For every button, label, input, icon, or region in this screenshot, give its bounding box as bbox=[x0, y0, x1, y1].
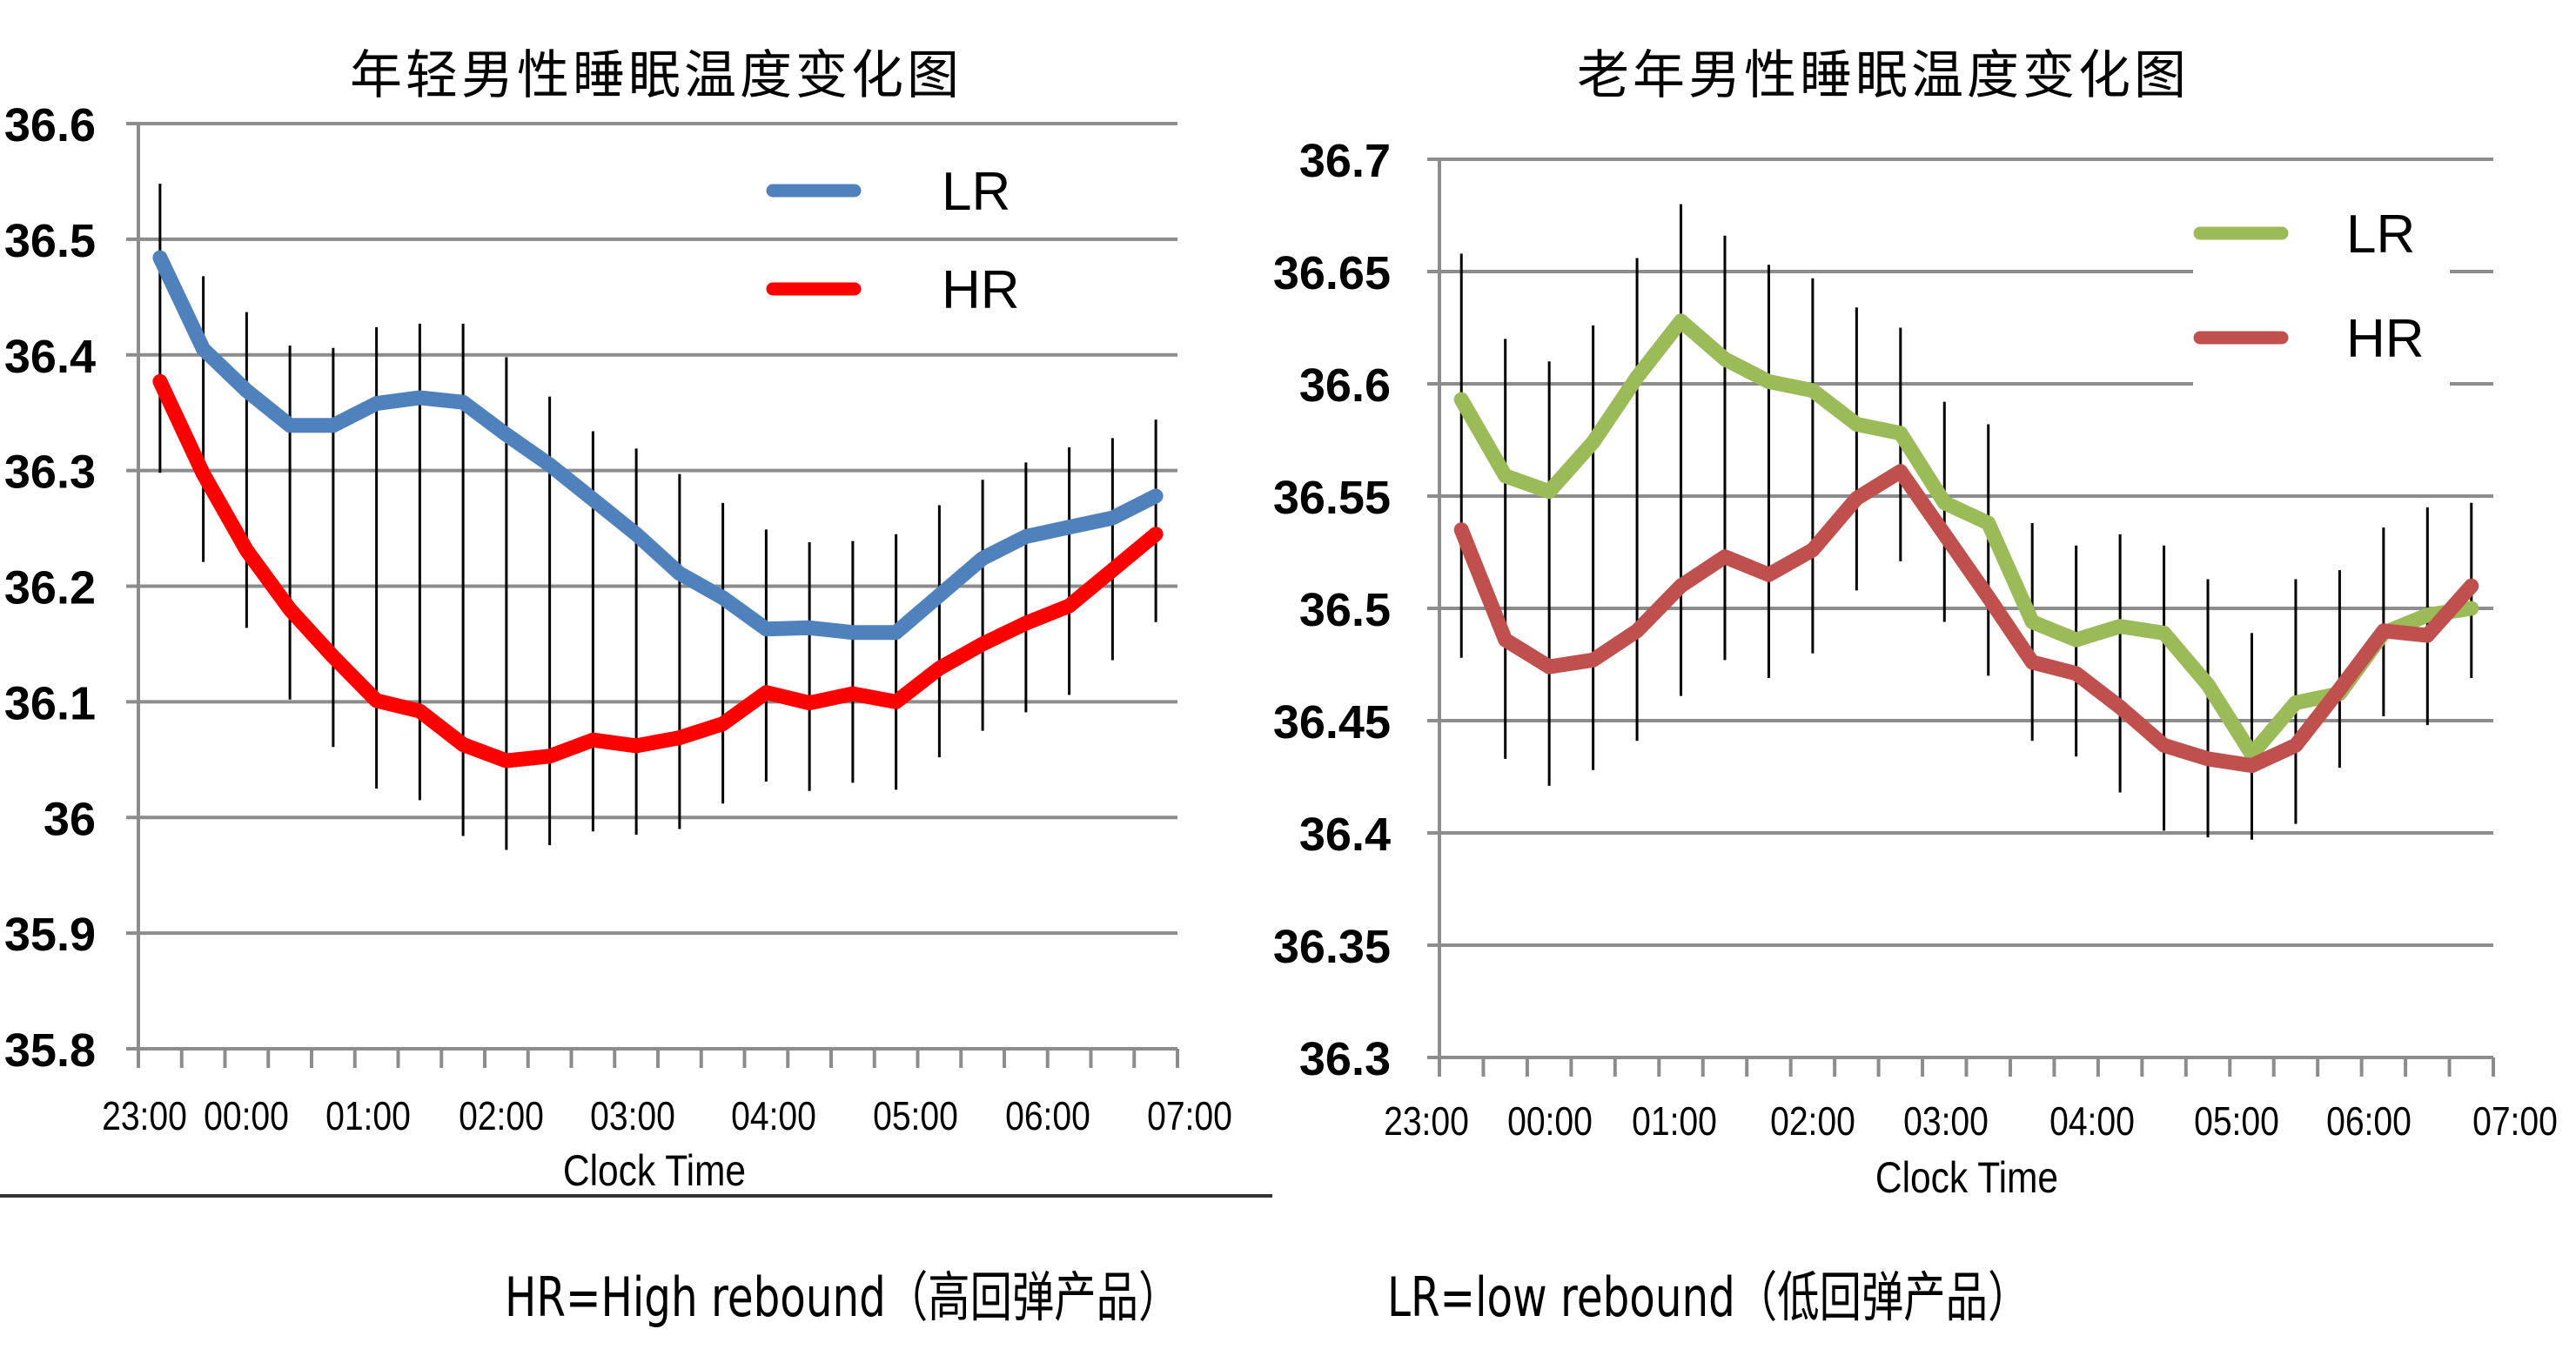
x-tick-label: 00:00 bbox=[204, 1094, 289, 1139]
x-tick-label: 05:00 bbox=[2194, 1099, 2279, 1145]
y-tick-label: 36.3 bbox=[1299, 1033, 1391, 1085]
x-tick-label: 07:00 bbox=[2472, 1099, 2558, 1145]
y-tick-label: 36.45 bbox=[1273, 696, 1391, 748]
y-tick-label: 35.8 bbox=[4, 1024, 96, 1077]
x-tick-label: 03:00 bbox=[590, 1094, 675, 1139]
series-line-hr bbox=[152, 373, 1164, 769]
x-tick-label: 04:00 bbox=[2049, 1099, 2135, 1145]
x-tick-label: 07:00 bbox=[1147, 1094, 1232, 1139]
x-tick-label: 01:00 bbox=[1632, 1099, 1717, 1145]
y-tick-label: 36.55 bbox=[1273, 472, 1391, 524]
x-axis-title: Clock Time bbox=[563, 1146, 746, 1195]
x-tick-label: 06:00 bbox=[1005, 1094, 1090, 1139]
x-tick-label: 00:00 bbox=[1507, 1099, 1593, 1145]
x-tick-label: 23:00 bbox=[102, 1094, 187, 1139]
right-chart-title: 老年男性睡眠温度变化图 bbox=[1577, 45, 2190, 106]
x-tick-label: 02:00 bbox=[459, 1094, 544, 1139]
right-chart-elderly-men: 36.7 36.65 36.6 36.55 36.5 36.45 36.4 36.35 36.3… bbox=[1273, 135, 2558, 1202]
x-axis-title: Clock Time bbox=[1875, 1153, 2058, 1202]
y-tick-label: 36.4 bbox=[1299, 809, 1391, 861]
divider-line bbox=[0, 1194, 1272, 1198]
y-tick-label: 36.5 bbox=[1299, 584, 1391, 636]
y-tick-label: 36.5 bbox=[4, 215, 96, 267]
legend-label-lr: LR bbox=[942, 162, 1010, 222]
y-tick-label: 36 bbox=[44, 793, 96, 845]
x-tick-label: 23:00 bbox=[1384, 1099, 1469, 1145]
legend-box bbox=[2193, 187, 2450, 387]
y-tick-label: 36.7 bbox=[1299, 135, 1391, 187]
y-tick-label: 36.4 bbox=[4, 331, 96, 383]
y-tick-label: 36.35 bbox=[1273, 921, 1391, 973]
y-tick-label: 35.9 bbox=[4, 909, 96, 961]
legend-label-lr: LR bbox=[2346, 205, 2415, 265]
series-line-lr bbox=[152, 250, 1164, 641]
legend-label-hr: HR bbox=[2346, 309, 2425, 369]
y-tick-label: 36.6 bbox=[4, 99, 96, 151]
y-tick-label: 36.65 bbox=[1273, 247, 1391, 299]
x-tick-label: 02:00 bbox=[1770, 1099, 1855, 1145]
x-tick-label: 03:00 bbox=[1903, 1099, 1989, 1145]
series-line-lr bbox=[1453, 313, 2479, 762]
left-chart-young-men: 36.6 36.5 36.4 36.3 36.2 36.1 36 35.9 35.823:00 0… bbox=[4, 99, 1232, 1195]
x-tick-label: 06:00 bbox=[2326, 1099, 2412, 1145]
caption-lr: LR=low rebound（低回弹产品） bbox=[1387, 1265, 2030, 1329]
series-line-hr bbox=[1453, 464, 2479, 774]
legend-label-hr: HR bbox=[942, 260, 1020, 320]
y-tick-label: 36.1 bbox=[4, 677, 96, 729]
y-tick-label: 36.3 bbox=[4, 446, 96, 499]
x-tick-label: 05:00 bbox=[873, 1094, 958, 1139]
caption-hr: HR=High rebound（高回弹产品） bbox=[505, 1265, 1181, 1329]
left-chart-title: 年轻男性睡眠温度变化图 bbox=[350, 45, 963, 106]
x-tick-label: 04:00 bbox=[731, 1094, 816, 1139]
y-tick-label: 36.6 bbox=[1299, 359, 1391, 412]
x-tick-label: 01:00 bbox=[325, 1094, 411, 1139]
y-tick-label: 36.2 bbox=[4, 562, 96, 614]
